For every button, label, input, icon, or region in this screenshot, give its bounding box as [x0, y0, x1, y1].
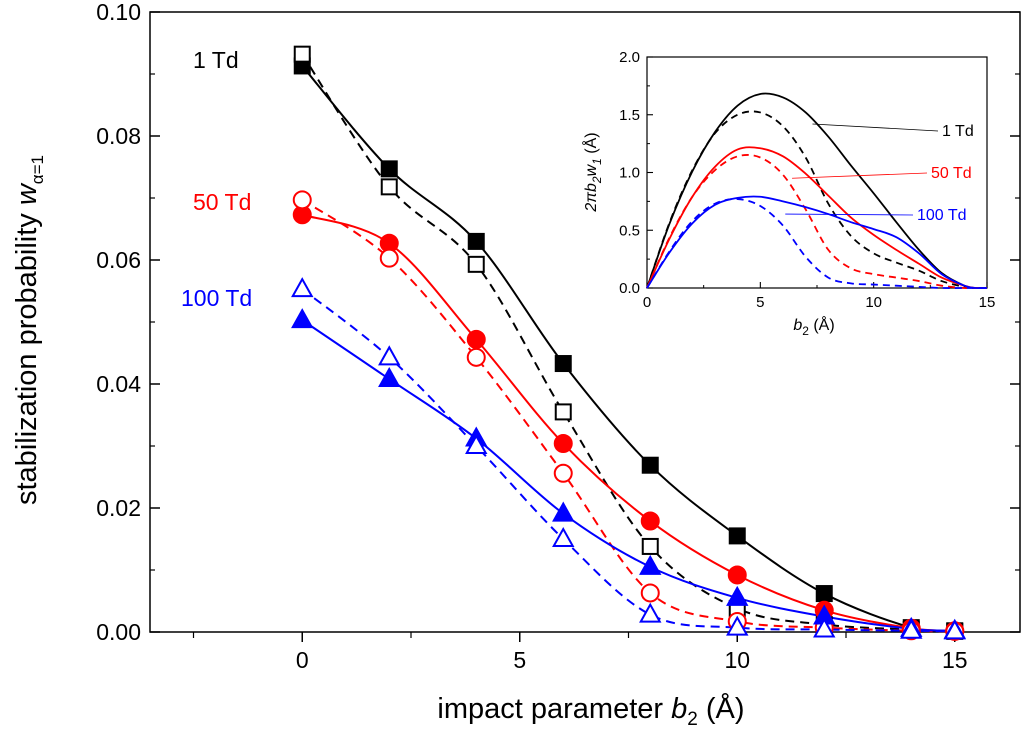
- data-point-1-td-open: [641, 537, 659, 555]
- data-point-100-td-open: [552, 526, 575, 547]
- inset-pointer-line: [792, 172, 928, 179]
- data-point-50-td-open: [640, 583, 660, 603]
- data-point-1-td-open: [380, 178, 398, 196]
- data-point-50-td-open: [379, 248, 399, 268]
- series-line-50-td-filled: [301, 213, 955, 632]
- y-tick-label: 0.06: [96, 247, 141, 273]
- data-point-100-td-open: [943, 619, 966, 640]
- data-point-1-td-filled: [641, 456, 659, 474]
- main-y-ticks: 0.00 0.02 0.04 0.06 0.08 0.10: [96, 0, 1020, 645]
- data-point-1-td-filled: [380, 160, 398, 178]
- data-point-1-td-open: [293, 45, 311, 63]
- data-point-100-td-filled: [291, 308, 314, 329]
- inset-x-tick-label: 10: [865, 294, 882, 311]
- inset-y-ticks: 0.0 0.5 1.0 1.5 2.0: [619, 49, 653, 297]
- x-axis-title: impact parameter b2 (Å): [437, 692, 744, 730]
- data-point-50-td-filled: [640, 511, 660, 531]
- inset-y-axis-title: 2πb2w1 (Å): [581, 132, 604, 212]
- data-point-100-td-filled: [639, 554, 662, 575]
- data-point-100-td-open: [813, 617, 836, 638]
- label-100td: 100 Td: [181, 285, 252, 311]
- y-tick-label: 0.00: [96, 619, 141, 645]
- inset-plot-frame: [646, 56, 988, 289]
- inset-line-50-td-solid: [646, 146, 988, 290]
- data-point-1-td-filled: [467, 232, 485, 250]
- x-tick-label: 15: [942, 647, 968, 673]
- label-1td: 1 Td: [193, 47, 239, 73]
- data-point-50-td-open: [466, 347, 486, 367]
- data-point-100-td-open: [900, 618, 923, 639]
- y-tick-label: 0.10: [96, 0, 141, 25]
- y-tick-label: 0.02: [96, 495, 141, 521]
- y-tick-label: 0.04: [96, 371, 141, 397]
- series-line-100-td-filled: [301, 319, 955, 632]
- inset-chart: 0.0 0.5 1.0 1.5 2.0 0 5 10 15 1 Td 50 Td 100 Td…: [581, 49, 995, 338]
- inset-x-tick-label: 15: [979, 294, 996, 311]
- data-point-100-td-filled: [378, 366, 401, 388]
- data-point-50-td-open: [292, 190, 312, 210]
- y-axis-title: stabilization probability wα=1: [11, 155, 47, 505]
- series-line-50-td-open: [301, 199, 955, 633]
- inset-y-tick-label: 2.0: [619, 49, 640, 66]
- y-tick-label: 0.08: [96, 123, 141, 149]
- data-point-100-td-open: [465, 433, 488, 454]
- data-point-50-td-filled: [466, 329, 486, 349]
- data-point-100-td-open: [378, 345, 401, 366]
- data-point-100-td-filled: [552, 501, 575, 522]
- data-point-100-td-open: [639, 602, 662, 623]
- data-point-1-td-open: [467, 255, 485, 273]
- data-point-1-td-filled: [815, 585, 833, 603]
- main-series-lines: [301, 53, 955, 633]
- inset-x-tick-label: 0: [643, 294, 651, 311]
- data-point-1-td-filled: [554, 355, 572, 373]
- inset-pointer-line: [812, 123, 939, 132]
- label-50td: 50 Td: [193, 189, 251, 215]
- inset-line-50-td-dashed: [646, 154, 987, 290]
- data-point-100-td-filled: [726, 585, 749, 606]
- data-point-1-td-filled: [728, 527, 746, 545]
- inset-pointer-line: [785, 213, 914, 216]
- x-tick-label: 5: [513, 647, 526, 673]
- inset-y-tick-label: 0.0: [619, 280, 640, 297]
- data-point-50-td-filled: [727, 565, 747, 585]
- inset-line-100-td-dashed: [646, 198, 987, 289]
- inset-label-50td: 50 Td: [931, 165, 972, 182]
- x-tick-label: 10: [724, 647, 750, 673]
- data-point-100-td-open: [726, 615, 749, 636]
- data-point-50-td-open: [553, 463, 573, 483]
- data-point-50-td-filled: [553, 434, 573, 454]
- inset-y-tick-label: 1.0: [619, 165, 640, 182]
- main-chart: 0.000.020.040.060.080.10 0 5 10 15 1 Td 50 …: [11, 0, 1021, 730]
- series-line-1-td-open: [301, 53, 955, 633]
- series-line-100-td-open: [301, 288, 955, 633]
- inset-line-1-td-dashed: [646, 110, 988, 289]
- inset-x-axis-title: b2 (Å): [793, 315, 834, 338]
- main-series-markers: [291, 45, 966, 641]
- inset-label-1td: 1 Td: [942, 123, 974, 140]
- inset-label-pointers: [785, 123, 939, 216]
- data-point-1-td-open: [554, 403, 572, 421]
- x-tick-label: 0: [296, 647, 309, 673]
- inset-y-tick-label: 0.5: [619, 222, 640, 239]
- series-line-1-td-filled: [301, 65, 955, 633]
- data-point-100-td-open: [291, 277, 314, 298]
- inset-y-tick-label: 1.5: [619, 107, 640, 124]
- inset-x-tick-label: 5: [756, 294, 764, 311]
- inset-label-100td: 100 Td: [917, 207, 967, 224]
- inset-x-ticks: 0 5 10 15: [643, 282, 996, 311]
